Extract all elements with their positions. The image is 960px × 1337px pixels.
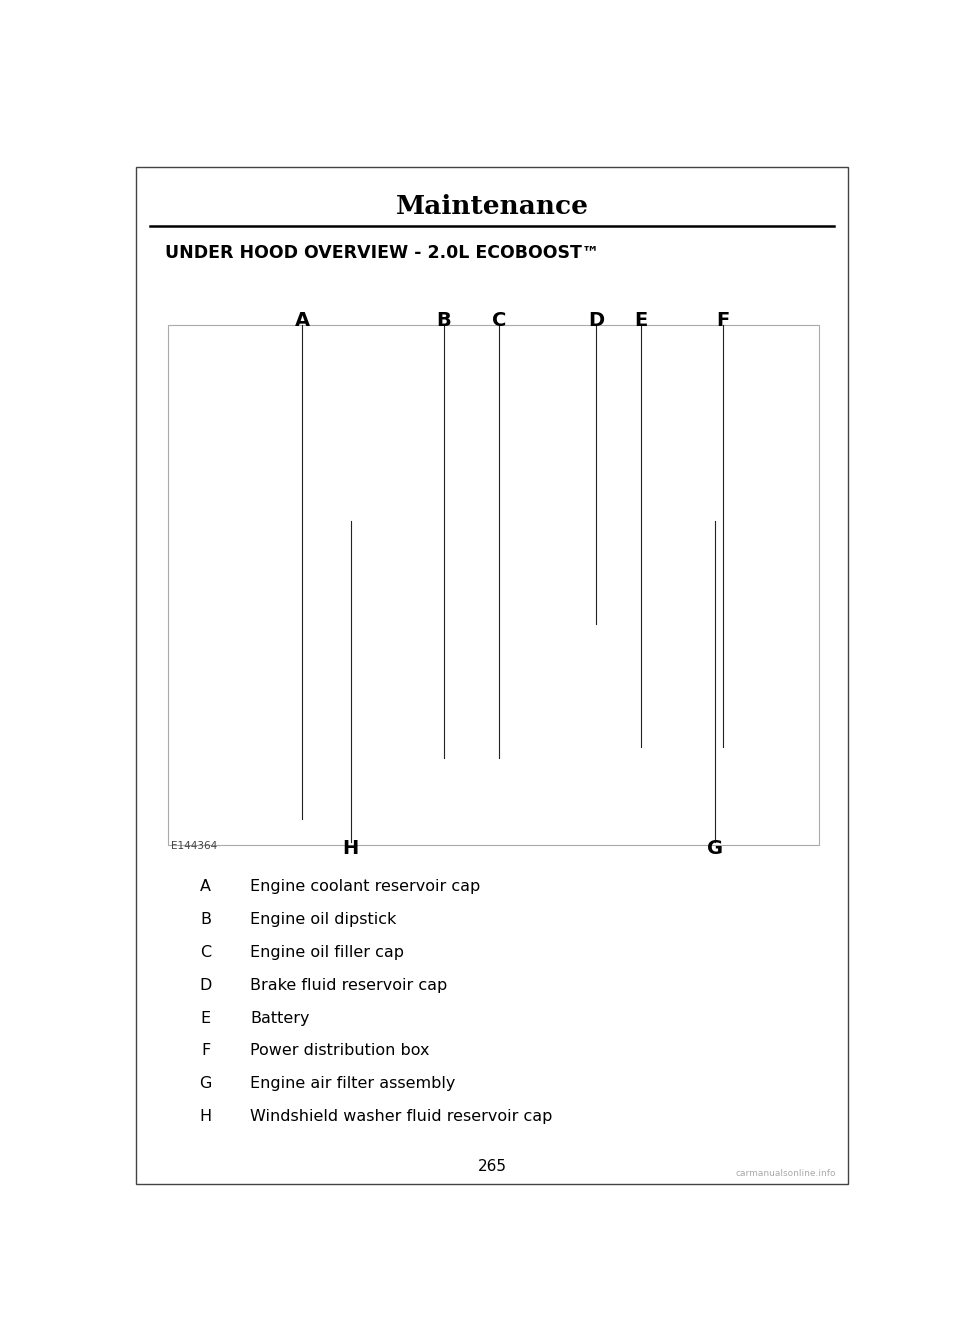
Text: D: D — [588, 310, 604, 329]
Text: C: C — [200, 945, 211, 960]
Text: G: G — [708, 838, 723, 857]
Text: Brake fluid reservoir cap: Brake fluid reservoir cap — [251, 977, 447, 992]
Text: D: D — [200, 977, 212, 992]
Text: Windshield washer fluid reservoir cap: Windshield washer fluid reservoir cap — [251, 1110, 553, 1124]
Text: F: F — [716, 310, 730, 329]
Text: Maintenance: Maintenance — [396, 194, 588, 219]
Text: Engine oil dipstick: Engine oil dipstick — [251, 912, 396, 927]
Text: E: E — [635, 310, 647, 329]
Text: B: B — [200, 912, 211, 927]
Text: A: A — [295, 310, 310, 329]
Text: H: H — [343, 838, 359, 857]
Text: Engine oil filler cap: Engine oil filler cap — [251, 945, 404, 960]
Text: Battery: Battery — [251, 1011, 310, 1025]
Text: H: H — [200, 1110, 211, 1124]
Text: UNDER HOOD OVERVIEW - 2.0L ECOBOOST™: UNDER HOOD OVERVIEW - 2.0L ECOBOOST™ — [165, 245, 599, 262]
Text: 265: 265 — [477, 1159, 507, 1174]
Text: Power distribution box: Power distribution box — [251, 1043, 430, 1059]
Text: A: A — [200, 878, 211, 893]
Text: Engine air filter assembly: Engine air filter assembly — [251, 1076, 456, 1091]
Bar — [168, 325, 820, 845]
Text: B: B — [436, 310, 451, 329]
Text: G: G — [200, 1076, 212, 1091]
Text: carmanualsonline.info: carmanualsonline.info — [735, 1169, 836, 1178]
Text: E144364: E144364 — [171, 841, 217, 852]
Text: Engine coolant reservoir cap: Engine coolant reservoir cap — [251, 878, 480, 893]
Text: C: C — [492, 310, 507, 329]
Text: E: E — [201, 1011, 210, 1025]
Text: F: F — [201, 1043, 210, 1059]
